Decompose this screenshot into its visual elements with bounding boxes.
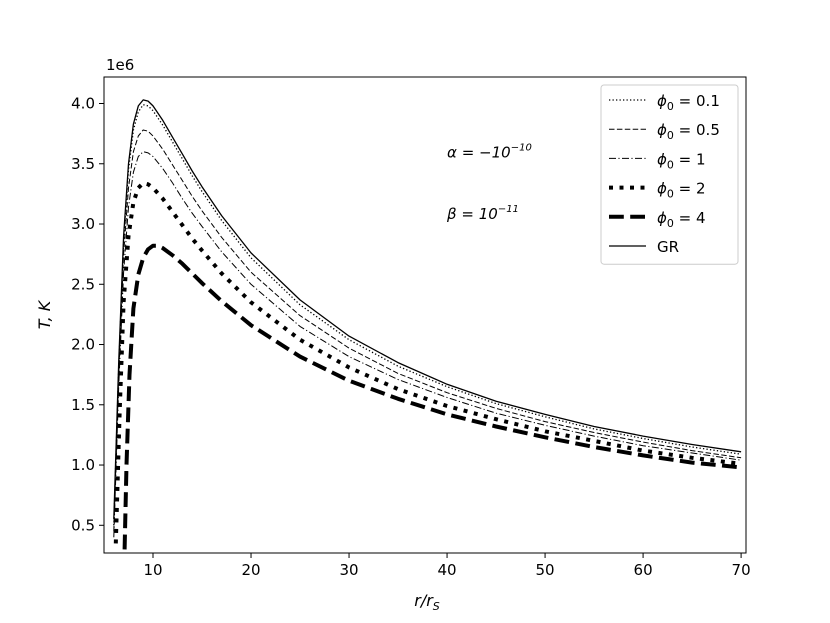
legend: ϕ0 = 0.1 ϕ0 = 0.5 ϕ0 = 1 ϕ0 = 2 ϕ0 = 4 GR [600,84,739,265]
legend-label: ϕ0 = 0.5 [657,121,720,142]
legend-label: ϕ0 = 4 [657,209,706,230]
axes-frame [103,76,747,554]
y-offset-text: 1e6 [106,56,134,74]
series-line-4 [122,243,742,550]
y-tick-label: 2.0 [71,336,95,354]
axes: 10 20 30 40 50 60 70 0.5 1.0 1.5 2.0 2.5 3.0 3.5 4.0 1e… [35,56,751,613]
legend-label: GR [657,238,679,256]
legend-box [600,84,739,265]
plot-area [113,99,742,550]
legend-label: ϕ0 = 2 [657,180,706,201]
x-tick-label: 50 [536,561,555,579]
x-tick-label: 40 [438,561,457,579]
x-tick-label: 60 [634,561,653,579]
y-tick-label: 4.0 [71,95,95,113]
y-axis-label: T, K [35,299,54,329]
x-tick-label: 30 [339,561,358,579]
x-tick-label: 20 [241,561,260,579]
x-tick-label: 70 [732,561,751,579]
y-tick-label: 3.5 [71,155,95,173]
x-axis-label: r/rS [414,591,440,613]
series-line-0 [113,104,742,526]
annotation-alpha: α = −10−10 [447,143,532,162]
legend-label: ϕ0 = 1 [657,150,706,171]
x-tick-label: 10 [143,561,162,579]
series-line-5 [113,99,742,520]
y-tick-label: 1.0 [71,456,95,474]
legend-label: ϕ0 = 0.1 [657,92,720,113]
series-line-2 [113,151,742,538]
annotation-beta: β = 10−11 [446,204,519,223]
y-tick-label: 2.5 [71,275,95,293]
series-line-3 [113,181,742,544]
y-tick-label: 3.0 [71,215,95,233]
y-tick-label: 0.5 [71,516,95,534]
annotations: α = −10−10 β = 10−11 [446,143,532,223]
y-tick-label: 1.5 [71,396,95,414]
series-line-1 [113,129,742,532]
